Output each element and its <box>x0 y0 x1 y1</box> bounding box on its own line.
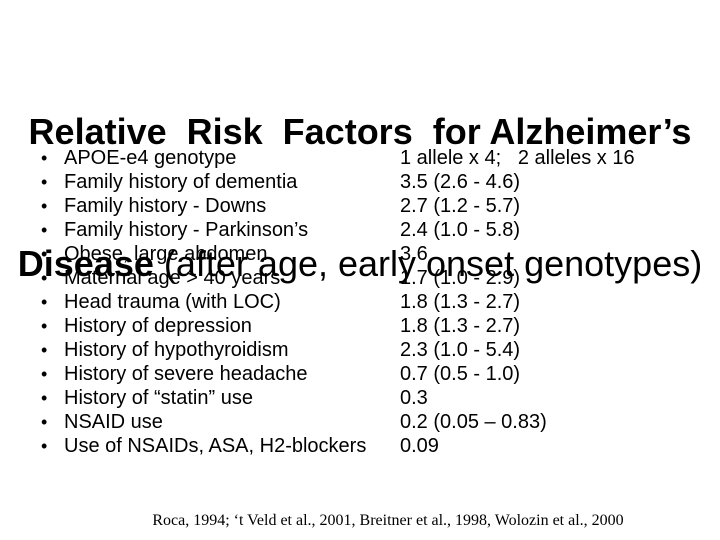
risk-factor-label: Use of NSAIDs, ASA, H2-blockers <box>64 435 367 457</box>
risk-factor-row: • History of “statin” use 0.3 <box>0 386 720 410</box>
bullet-icon: • <box>41 196 48 216</box>
slide-title: Relative Risk Factors for Alzheimer’s Di… <box>0 22 720 374</box>
risk-factor-label: NSAID use <box>64 411 163 433</box>
bullet-icon: • <box>41 412 48 432</box>
title-line-2-bold: Disease <box>17 243 154 284</box>
risk-factor-row: • Family history of dementia 3.5 (2.6 - … <box>0 170 720 194</box>
bullet-icon: • <box>41 268 48 288</box>
relative-risk-value: 1.7 (1.0 - 2.9) <box>400 267 521 289</box>
bullet-icon: • <box>41 292 48 312</box>
risk-factor-label: Family history - Parkinson’s <box>64 219 309 241</box>
relative-risk-value: 2.4 (1.0 - 5.8) <box>400 219 521 241</box>
bullet-icon: • <box>41 388 48 408</box>
risk-factor-label: Maternal age > 40 years <box>64 267 281 289</box>
bullet-icon: • <box>41 364 48 384</box>
risk-factor-row: • NSAID use 0.2 (0.05 – 0.83) <box>0 410 720 434</box>
bullet-icon: • <box>41 436 48 456</box>
bullet-icon: • <box>41 244 48 264</box>
title-line-2: Disease (after age, early onset genotype… <box>0 242 720 286</box>
risk-factor-row: • Obese, large abdomen 3.6 <box>0 242 720 266</box>
risk-factor-row: • History of severe headache 0.7 (0.5 - … <box>0 362 720 386</box>
bullet-icon: • <box>41 172 48 192</box>
risk-factor-label: Obese, large abdomen <box>64 243 268 265</box>
risk-factor-row: • History of hypothyroidism 2.3 (1.0 - 5… <box>0 338 720 362</box>
bullet-icon: • <box>41 340 48 360</box>
risk-factor-list: • APOE-e4 genotype 1 allele x 4; 2 allel… <box>0 146 720 458</box>
relative-risk-value: 0.2 (0.05 – 0.83) <box>400 411 547 433</box>
risk-factor-label: APOE-e4 genotype <box>64 147 237 169</box>
risk-factor-label: Head trauma (with LOC) <box>64 291 281 313</box>
relative-risk-value: 0.09 <box>400 435 439 457</box>
title-line-2-subtitle: (after age, early onset genotypes) <box>153 243 703 284</box>
bullet-icon: • <box>41 220 48 240</box>
bullet-icon: • <box>41 316 48 336</box>
risk-factor-row: • Maternal age > 40 years 1.7 (1.0 - 2.9… <box>0 266 720 290</box>
risk-factor-row: • Family history - Downs 2.7 (1.2 - 5.7) <box>0 194 720 218</box>
bullet-icon: • <box>41 148 48 168</box>
relative-risk-value: 3.5 (2.6 - 4.6) <box>400 171 521 193</box>
relative-risk-value: 3.6 <box>400 243 428 265</box>
relative-risk-value: 0.7 (0.5 - 1.0) <box>400 363 521 385</box>
relative-risk-value: 2.3 (1.0 - 5.4) <box>400 339 521 361</box>
risk-factor-row: • History of depression 1.8 (1.3 - 2.7) <box>0 314 720 338</box>
relative-risk-value: 1 allele x 4; 2 alleles x 16 <box>400 147 635 169</box>
risk-factor-row: • Family history - Parkinson’s 2.4 (1.0 … <box>0 218 720 242</box>
risk-factor-label: History of depression <box>64 315 252 337</box>
relative-risk-value: 2.7 (1.2 - 5.7) <box>400 195 521 217</box>
risk-factor-label: Family history of dementia <box>64 171 298 193</box>
title-line-1: Relative Risk Factors for Alzheimer’s <box>28 111 692 152</box>
relative-risk-value: 1.8 (1.3 - 2.7) <box>400 315 521 337</box>
risk-factor-label: History of “statin” use <box>64 387 253 409</box>
risk-factor-label: Family history - Downs <box>64 195 267 217</box>
citation: Roca, 1994; ‘t Veld et al., 2001, Breitn… <box>152 512 624 529</box>
relative-risk-value: 0.3 <box>400 387 428 409</box>
risk-factor-row: • Use of NSAIDs, ASA, H2-blockers 0.09 <box>0 434 720 458</box>
relative-risk-value: 1.8 (1.3 - 2.7) <box>400 291 521 313</box>
risk-factor-row: • APOE-e4 genotype 1 allele x 4; 2 allel… <box>0 146 720 170</box>
risk-factor-row: • Head trauma (with LOC) 1.8 (1.3 - 2.7) <box>0 290 720 314</box>
risk-factor-label: History of hypothyroidism <box>64 339 289 361</box>
risk-factor-label: History of severe headache <box>64 363 308 385</box>
